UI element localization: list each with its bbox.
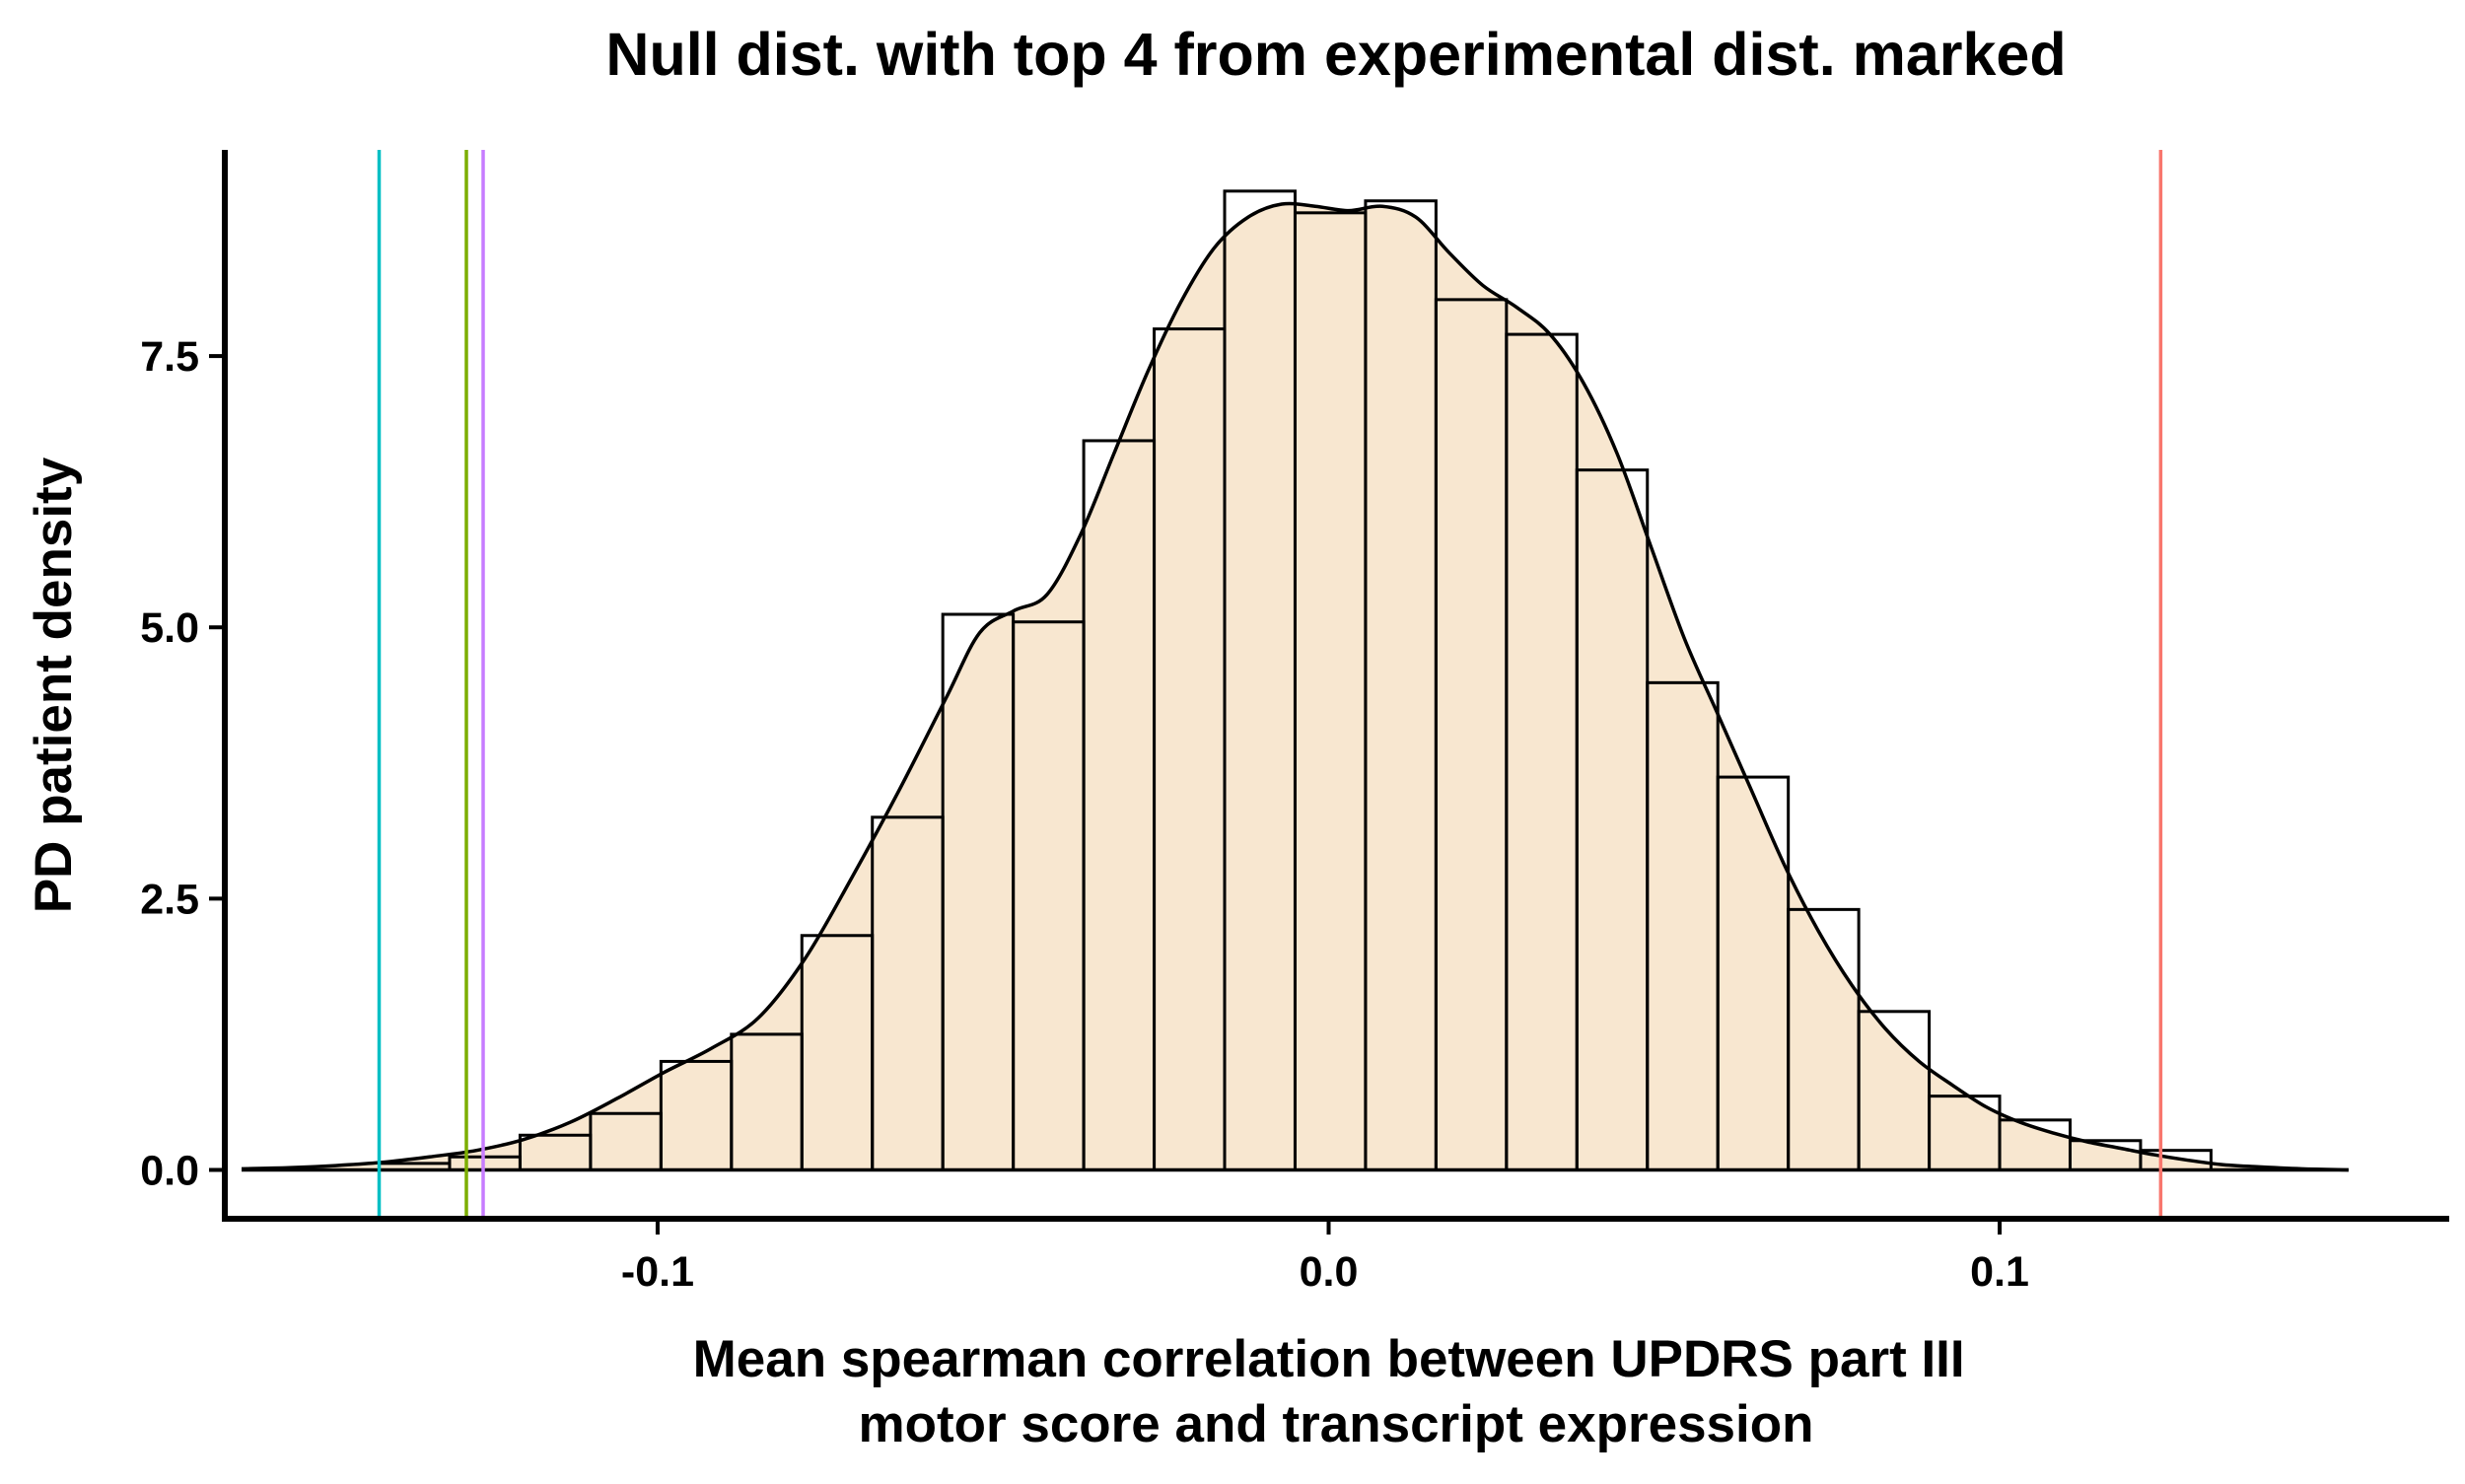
x-tick-label: 0.0: [1300, 1248, 1359, 1296]
y-tick-label: 2.5: [140, 876, 199, 923]
x-tick-label: -0.1: [621, 1248, 694, 1296]
x-ticks: -0.1 0.0 0.1: [621, 1219, 2029, 1296]
density-curve: [241, 201, 2349, 1172]
axes-layer: [222, 150, 2449, 1222]
y-tick-label: 0.0: [140, 1147, 199, 1194]
marked-lines-layer: [241, 150, 2349, 1219]
x-axis-title: Mean spearman correlation between UPDRS …: [693, 1330, 1980, 1453]
y-tick-label: 5.0: [140, 604, 199, 652]
x-axis-title-line-2: motor score and transcript expression: [858, 1395, 1813, 1453]
x-tick-label: 0.1: [1970, 1248, 2029, 1296]
x-axis-title-line-1: Mean spearman correlation between UPDRS …: [693, 1330, 1965, 1388]
y-axis-title: PD patient density: [25, 457, 83, 913]
y-tick-label: 7.5: [140, 333, 199, 381]
y-ticks: 0.0 2.5 5.0 7.5: [140, 333, 225, 1194]
chart-title: Null dist. with top 4 from experimental …: [605, 21, 2066, 88]
histogram-bars: [378, 189, 2213, 1171]
